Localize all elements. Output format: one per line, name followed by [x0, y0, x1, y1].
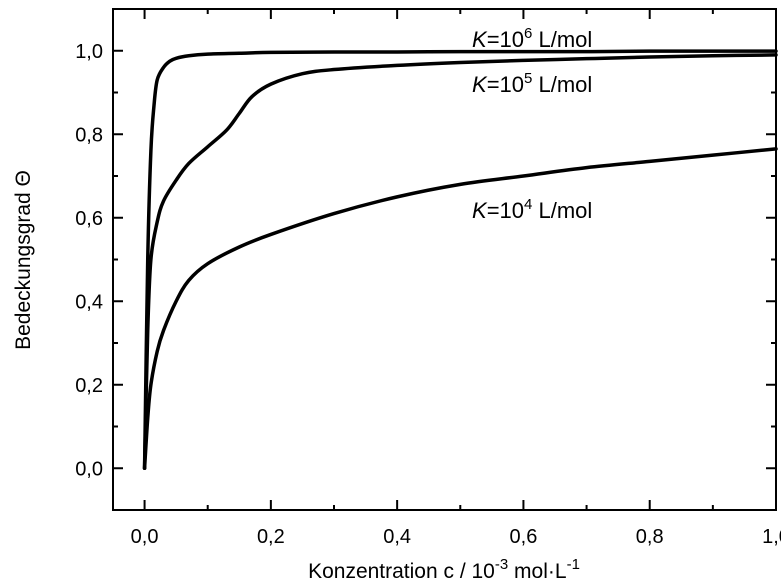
- y-axis-title: Bedeckungsgrad Θ: [12, 170, 35, 350]
- series-line-2: [142, 147, 778, 470]
- x-tick-label: 0,4: [383, 526, 411, 548]
- x-axis-title: Konzentration c / 10-3 mol·L-1: [308, 556, 580, 583]
- series-label-k1e5-sup: 5: [524, 70, 532, 87]
- series-label-k1e5-pre: =10: [487, 72, 524, 97]
- series-label-k1e6-pre: =10: [487, 27, 524, 52]
- series-label-k1e4-sup: 4: [524, 196, 532, 213]
- x-axis-title-sup1: -3: [495, 556, 508, 573]
- x-axis-title-main: Konzentration c / 10: [308, 560, 495, 583]
- ticks-group: 0,0 0,2 0,4 0,6 0,8 1,0 0,0 0,2 0,4 0,6 0,8 1,0: [75, 8, 781, 548]
- y-tick-label: 0,8: [75, 124, 103, 146]
- series-label-k1e4-pre: =10: [487, 198, 524, 223]
- series-label-k1e4-italic: K: [472, 198, 488, 223]
- series-label-k1e4: K=104 L/mol: [472, 196, 592, 223]
- series-label-k1e5: K=105 L/mol: [472, 70, 592, 97]
- series-line-0: [142, 49, 778, 470]
- series-label-k1e5-post: L/mol: [532, 72, 592, 97]
- curves-group: [142, 49, 778, 470]
- x-tick-label: 0,0: [131, 526, 159, 548]
- plot-frame: [112, 8, 777, 511]
- x-tick-label: 0,6: [510, 526, 538, 548]
- x-tick-label: 0,8: [636, 526, 664, 548]
- y-tick-label: 0,6: [75, 208, 103, 230]
- series-label-k1e6-italic: K: [472, 27, 488, 52]
- series-label-k1e6-post: L/mol: [532, 27, 592, 52]
- y-tick-label: 0,2: [75, 375, 103, 397]
- series-label-k1e5-italic: K: [472, 72, 488, 97]
- series-line-1: [142, 53, 778, 470]
- y-tick-label: 1,0: [75, 41, 103, 63]
- series-label-k1e6: K=106 L/mol: [472, 25, 592, 52]
- x-axis-title-sup2: -1: [567, 556, 580, 573]
- x-axis-title-mid: mol·L: [508, 560, 566, 583]
- series-label-k1e6-sup: 6: [524, 25, 532, 42]
- y-tick-label: 0,0: [75, 458, 103, 480]
- y-tick-label: 0,4: [75, 291, 103, 313]
- series-label-k1e4-post: L/mol: [532, 198, 592, 223]
- x-tick-label: 1,0: [762, 526, 781, 548]
- x-tick-label: 0,2: [257, 526, 285, 548]
